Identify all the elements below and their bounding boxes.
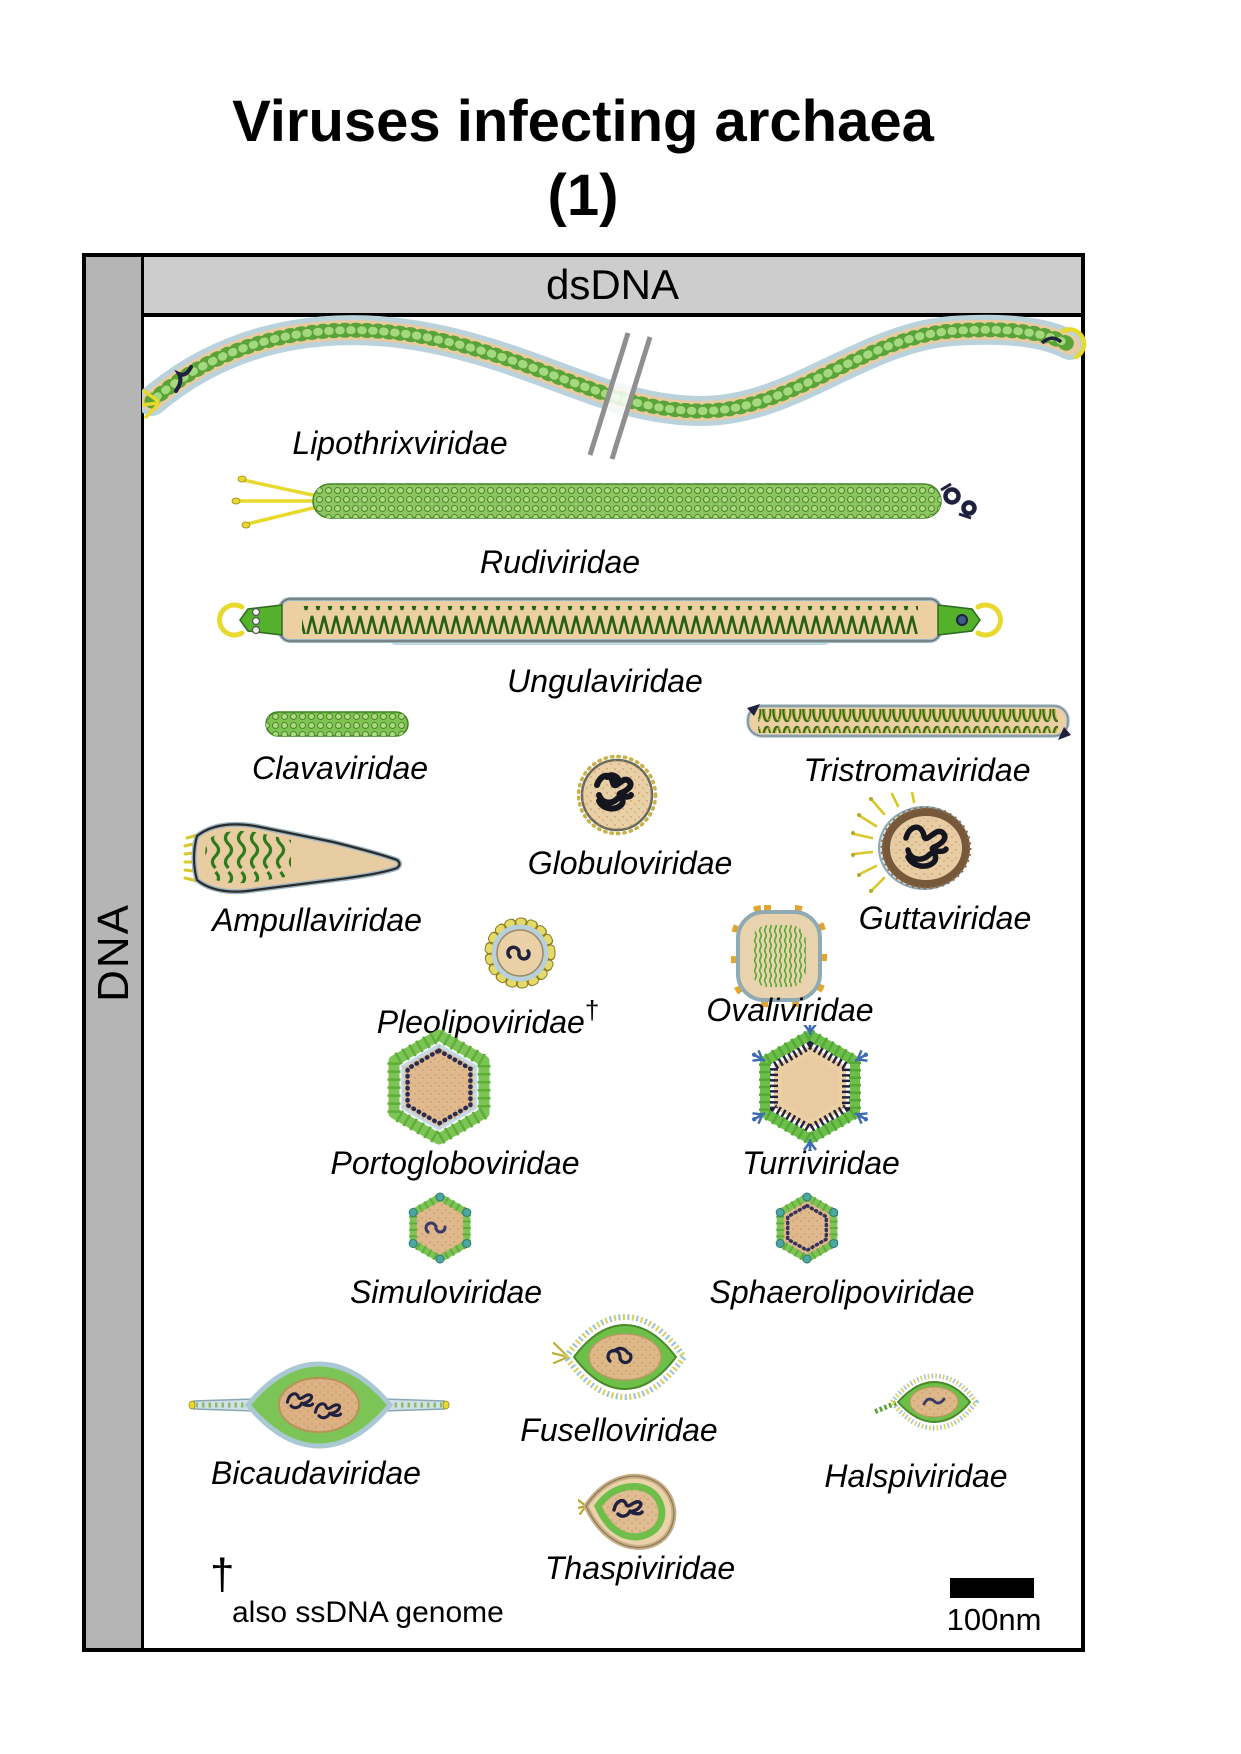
family-label-lipothrixviridae: Lipothrixviridae: [292, 425, 508, 461]
family-label-ovaliviridae: Ovaliviridae: [706, 992, 874, 1028]
guttaviridae-illustration: [851, 792, 972, 893]
thaspiviridae-illustration: [578, 1473, 677, 1550]
family-label-bicaudaviridae: Bicaudaviridae: [211, 1455, 421, 1491]
simuloviridae-illustration: [408, 1192, 472, 1264]
footnote-text: also ssDNA genome: [232, 1596, 504, 1629]
ungulaviridae-illustration: [217, 597, 1003, 645]
family-label-turriviridae: Turriviridae: [742, 1145, 900, 1181]
family-label-ampullaviridae: Ampullaviridae: [212, 902, 422, 938]
family-label-tristromaviridae: Tristromaviridae: [803, 752, 1031, 788]
bicaudaviridae-illustration: [188, 1361, 450, 1449]
genome-column-label: dsDNA: [545, 261, 680, 308]
family-label-pleolipoviridae: Pleolipoviridae†: [376, 995, 600, 1040]
page-title: Viruses infecting archaea: [232, 89, 934, 154]
rudiviridae-illustration: [231, 475, 977, 529]
clavaviridae-illustration: [265, 711, 409, 737]
family-label-guttaviridae: Guttaviridae: [858, 900, 1032, 936]
family-label-globuloviridae: Globuloviridae: [527, 845, 733, 881]
turriviridae-illustration: [748, 1025, 872, 1151]
scale-bar-label: 100nm: [946, 1602, 1042, 1637]
page-title-number: (1): [547, 163, 619, 228]
dagger-superscript: †: [584, 995, 600, 1025]
terminal-hook-icon: [217, 602, 1003, 638]
break-marks: [587, 332, 653, 460]
family-label-sphaerolipoviridae: Sphaerolipoviridae: [709, 1274, 975, 1310]
terminal-fiber-icon: [142, 389, 160, 419]
family-label-simuloviridae: Simuloviridae: [349, 1274, 543, 1310]
family-label-thaspiviridae: Thaspiviridae: [544, 1550, 736, 1586]
family-label-ungulaviridae: Ungulaviridae: [507, 663, 703, 699]
family-label-rudiviridae: Rudiviridae: [479, 544, 641, 580]
lipothrixviridae-illustration: [142, 314, 1087, 460]
globuloviridae-illustration: [576, 754, 658, 836]
family-label-portogloboviridae: Portogloboviridae: [330, 1145, 580, 1181]
portogloboviridae-illustration: [387, 1027, 491, 1147]
family-label-fuselloviridae: Fuselloviridae: [520, 1412, 718, 1448]
family-label-halspiviridae: Halspiviridae: [824, 1458, 1008, 1494]
ovaliviridae-illustration: [731, 905, 827, 1007]
family-label-clavaviridae: Clavaviridae: [251, 750, 429, 786]
fuselloviridae-illustration: [552, 1313, 688, 1401]
halspiviridae-illustration: [873, 1373, 980, 1431]
ampullaviridae-illustration: [183, 821, 402, 895]
footnote-dagger: †: [210, 1550, 235, 1599]
tristromaviridae-illustration: [746, 704, 1071, 740]
genome-row-strip: DNA: [86, 257, 144, 1648]
scale-bar: [950, 1578, 1034, 1598]
genome-row-label: DNA: [88, 903, 138, 1002]
surface-fiber-icon: [851, 792, 916, 893]
pleolipoviridae-illustration: [484, 917, 556, 989]
genome-column-band: dsDNA: [144, 257, 1081, 317]
sphaerolipoviridae-illustration: [775, 1192, 839, 1264]
